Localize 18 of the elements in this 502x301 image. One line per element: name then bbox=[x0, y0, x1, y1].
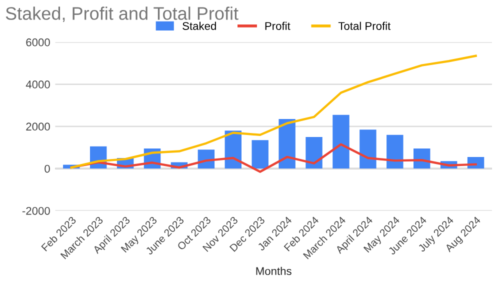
line-series bbox=[70, 54, 477, 169]
y-tick-label: 6000 bbox=[26, 38, 50, 46]
chart-title: Staked, Profit and Total Profit bbox=[6, 6, 238, 22]
bar bbox=[332, 114, 350, 169]
y-tick-label: 4000 bbox=[26, 80, 50, 88]
bar bbox=[386, 134, 404, 169]
y-tick-label: 0 bbox=[44, 164, 50, 173]
line-series bbox=[70, 143, 477, 173]
legend-label: Profit bbox=[265, 22, 290, 30]
bar bbox=[278, 119, 296, 169]
bar bbox=[306, 136, 322, 169]
legend-label: Staked bbox=[182, 22, 216, 30]
x-axis-title: Months bbox=[256, 266, 292, 276]
y-tick-label: -2000 bbox=[22, 206, 50, 215]
y-tick-label: 2000 bbox=[26, 122, 50, 131]
bar bbox=[252, 140, 268, 169]
legend-label: Total Profit bbox=[338, 22, 391, 30]
bar bbox=[360, 130, 376, 169]
